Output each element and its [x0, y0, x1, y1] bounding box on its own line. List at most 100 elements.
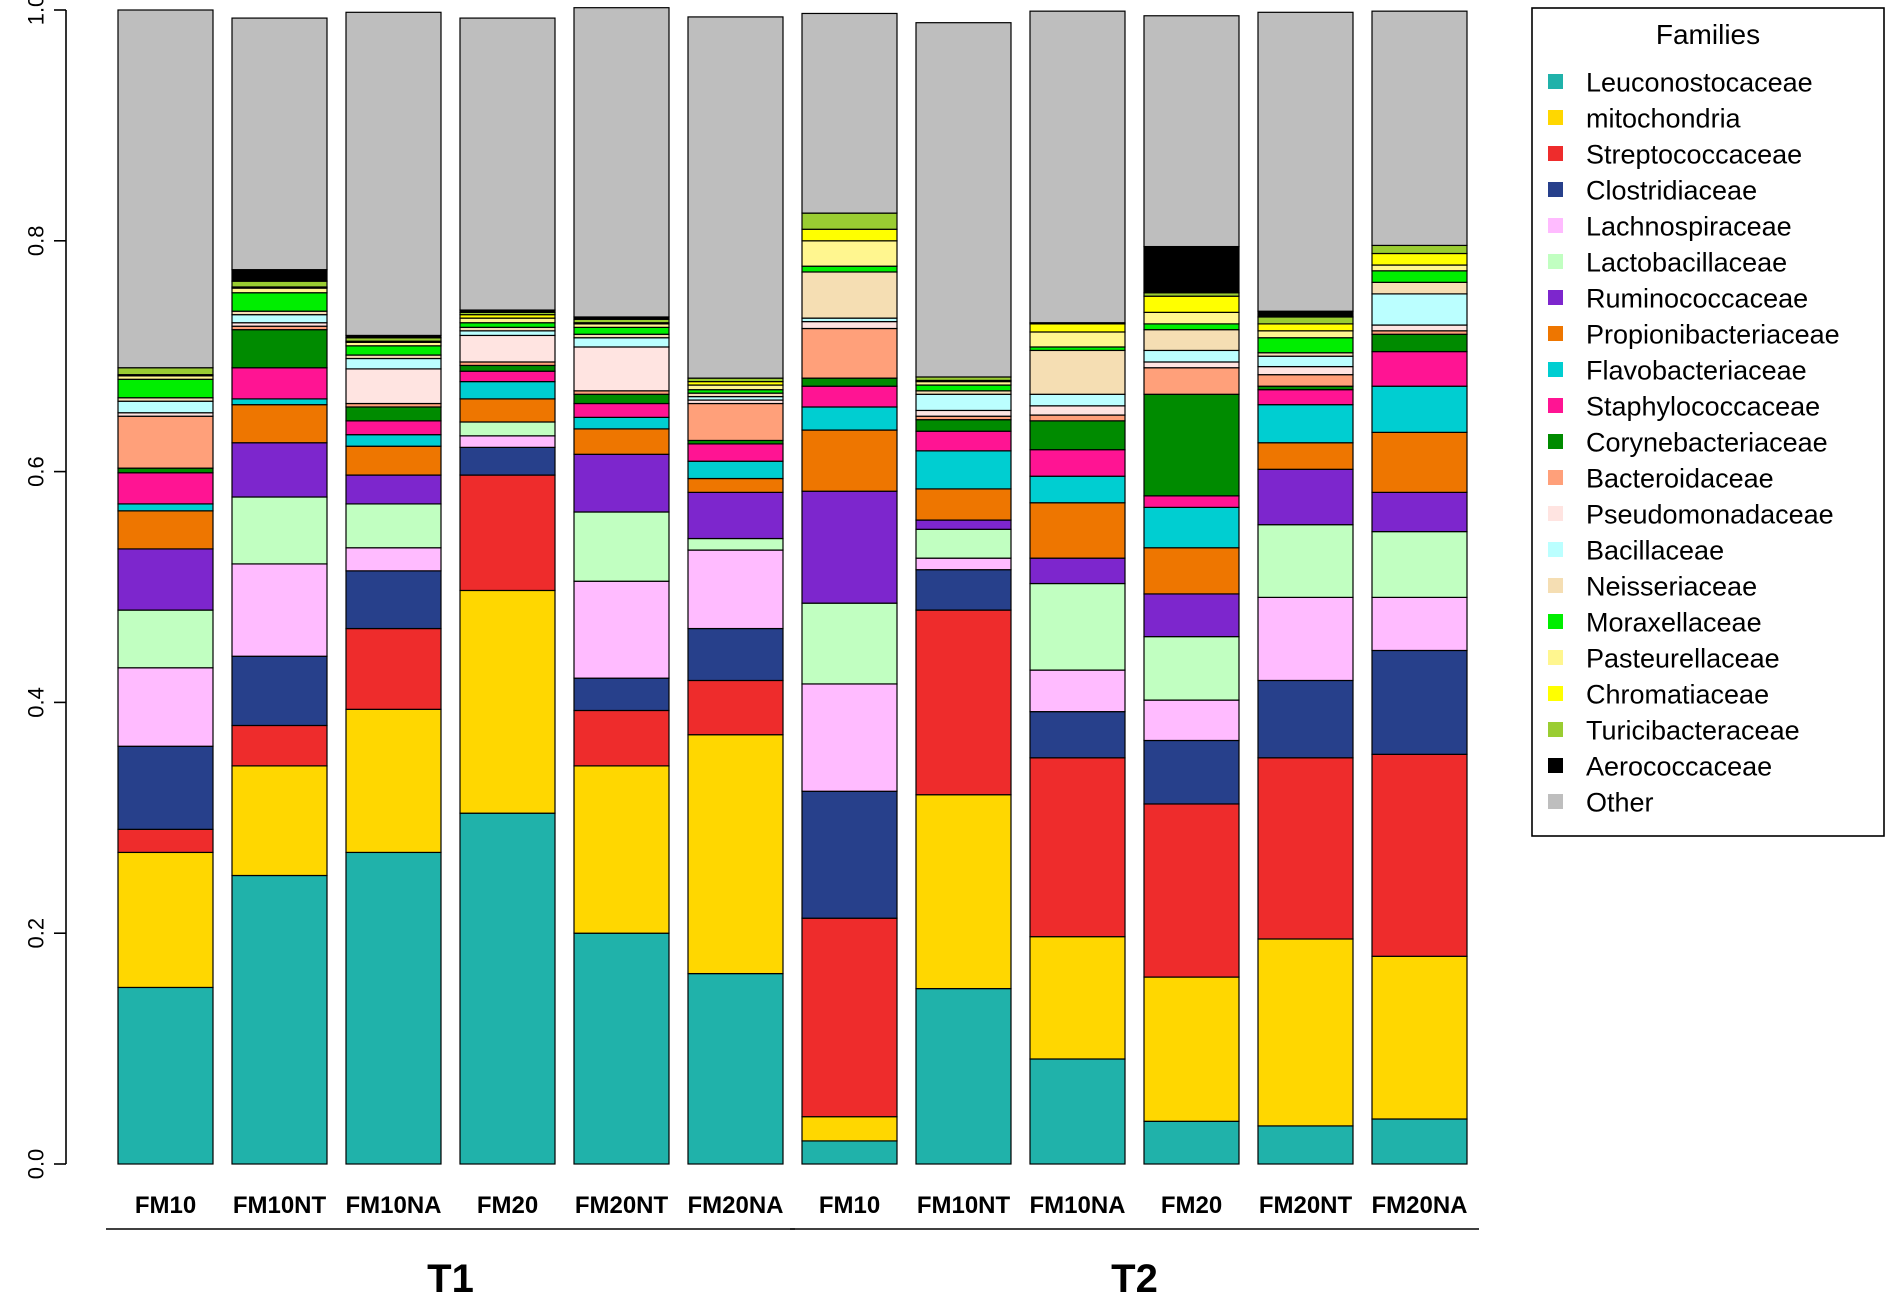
- bar-segment-mitochondria: [1371, 955, 1468, 1120]
- legend-swatch: [1548, 506, 1563, 521]
- bar-segment-neisseriaceae: [801, 271, 898, 319]
- bar-segment-turicibacteraceae: [1257, 316, 1354, 325]
- x-axis-labels: FM10 FM10NT FM10NA FM20 FM20NT FM20NA FM10 FM10…: [135, 1192, 1468, 1219]
- legend-label: Pasteurellaceae: [1586, 643, 1780, 673]
- bar-segment-leuconostocaceae: [459, 812, 556, 1165]
- bar-segment-chromatiaceae: [1257, 323, 1354, 332]
- bar-segment-corynebacteriaceae: [117, 467, 214, 474]
- bar-segment-neisseriaceae: [1029, 349, 1126, 395]
- legend-label: Bacteroidaceae: [1586, 463, 1774, 493]
- bar-segment-ruminococcaceae: [1257, 468, 1354, 526]
- bar-segment-corynebacteriaceae: [1143, 393, 1240, 497]
- legend-item: Pasteurellaceae: [1548, 643, 1780, 673]
- bar-segment-bacillaceae: [459, 330, 556, 337]
- legend-label: mitochondria: [1586, 103, 1742, 133]
- bar-segment-aerococcaceae: [1143, 245, 1240, 294]
- bar-segment-staphylococcaceae: [231, 367, 328, 400]
- bar-segment-propionibacteriaceae: [345, 445, 442, 476]
- bar-segment-pasteurellaceae: [687, 384, 784, 391]
- bar-segment-bacillaceae: [915, 393, 1012, 412]
- bar-segment-leuconostocaceae: [573, 932, 670, 1165]
- bar-stack: [573, 7, 670, 1165]
- bar-segment-ruminococcaceae: [345, 474, 442, 505]
- bar-stack: [345, 11, 442, 1165]
- legend-item: Propionibacteriaceae: [1548, 319, 1840, 349]
- bar-segment-lactobacillaceae: [459, 421, 556, 437]
- bar-segment-streptococcaceae: [801, 917, 898, 1118]
- bar-segment-clostridiaceae: [801, 790, 898, 919]
- bar-segment-moraxellaceae: [459, 322, 556, 328]
- bar-stack: [1029, 10, 1126, 1165]
- bar-stack: [459, 17, 556, 1165]
- bar-segment-propionibacteriaceae: [1257, 442, 1354, 470]
- bar-segment-clostridiaceae: [1143, 739, 1240, 805]
- bar-segment-bacillaceae: [1143, 349, 1240, 363]
- bar-segment-streptococcaceae: [687, 679, 784, 736]
- legend-swatch: [1548, 146, 1563, 161]
- legend-item: mitochondria: [1548, 103, 1742, 133]
- bar-segment-ruminococcaceae: [801, 490, 898, 604]
- bar-segment-bacteroidaceae: [117, 415, 214, 469]
- bar-segment-ruminococcaceae: [117, 548, 214, 611]
- bar-segment-lactobacillaceae: [915, 528, 1012, 559]
- bar-segment-streptococcaceae: [117, 828, 214, 854]
- bar-segment-aerococcaceae: [231, 269, 328, 282]
- bar-segment-streptococcaceae: [231, 724, 328, 767]
- legend-item: Pseudomonadaceae: [1548, 499, 1834, 529]
- bar-segment-mitochondria: [231, 765, 328, 877]
- category-label: FM20: [1161, 1192, 1222, 1219]
- bar-segment-lactobacillaceae: [1257, 524, 1354, 598]
- bar-segment-ruminococcaceae: [1371, 491, 1468, 533]
- legend-swatch: [1548, 434, 1563, 449]
- bar-segment-other: [801, 12, 898, 214]
- bar-segment-pseudomonadaceae: [915, 409, 1012, 417]
- bar-segment-corynebacteriaceae: [573, 393, 670, 405]
- bar-segment-leuconostocaceae: [1257, 1125, 1354, 1165]
- legend-item: Moraxellaceae: [1548, 607, 1762, 637]
- legend-swatch: [1548, 614, 1563, 629]
- y-tick-label: 1.0: [24, 0, 49, 25]
- bar-segment-bacteroidaceae: [1257, 374, 1354, 387]
- bar-segment-mitochondria: [1143, 976, 1240, 1122]
- bar-segment-lachnospiraceae: [345, 547, 442, 572]
- legend-label: Lachnospiraceae: [1586, 211, 1792, 241]
- legend-swatch: [1548, 254, 1563, 269]
- bar-segment-leuconostocaceae: [1143, 1120, 1240, 1165]
- bar-segment-turicibacteraceae: [801, 212, 898, 230]
- bar-segment-flavobacteriaceae: [1371, 385, 1468, 433]
- bar-segment-mitochondria: [345, 708, 442, 854]
- legend-label: Staphylococcaceae: [1586, 391, 1820, 421]
- bar-segment-lachnospiraceae: [915, 557, 1012, 571]
- bar-stack: [801, 12, 898, 1165]
- bar-segment-corynebacteriaceae: [345, 406, 442, 422]
- bar-segment-ruminococcaceae: [915, 519, 1012, 530]
- bar-segment-chromatiaceae: [1143, 295, 1240, 313]
- legend-label: Bacillaceae: [1586, 535, 1724, 565]
- bar-segment-moraxellaceae: [1143, 323, 1240, 331]
- bar-segment-lactobacillaceae: [1371, 531, 1468, 598]
- legend-item: Flavobacteriaceae: [1548, 355, 1807, 385]
- bar-segment-lachnospiraceae: [1143, 699, 1240, 742]
- group-label: T1: [427, 1257, 474, 1294]
- legend-label: Ruminococcaceae: [1586, 283, 1808, 313]
- bar-segment-mitochondria: [573, 765, 670, 934]
- bar-stack: [915, 22, 1012, 1165]
- bar-segment-lachnospiraceae: [687, 549, 784, 630]
- category-label: FM10: [135, 1192, 196, 1219]
- bar-segment-pasteurellaceae: [1257, 330, 1354, 339]
- bar-segment-moraxellaceae: [1257, 337, 1354, 354]
- bar-segment-bacteroidaceae: [687, 402, 784, 442]
- bar-segment-other: [117, 9, 214, 369]
- bar-segment-lactobacillaceae: [801, 602, 898, 685]
- legend-item: Bacteroidaceae: [1548, 463, 1774, 493]
- bar-segment-staphylococcaceae: [1143, 495, 1240, 508]
- bar-segment-flavobacteriaceae: [345, 434, 442, 447]
- bar-segment-moraxellaceae: [345, 345, 442, 356]
- category-label: FM20NT: [575, 1192, 669, 1219]
- legend-swatch: [1548, 218, 1563, 233]
- legend-label: Streptococcaceae: [1586, 139, 1802, 169]
- bar-segment-bacteroidaceae: [1143, 367, 1240, 395]
- bar-segment-lachnospiraceae: [459, 435, 556, 448]
- bar-segment-bacillaceae: [231, 314, 328, 324]
